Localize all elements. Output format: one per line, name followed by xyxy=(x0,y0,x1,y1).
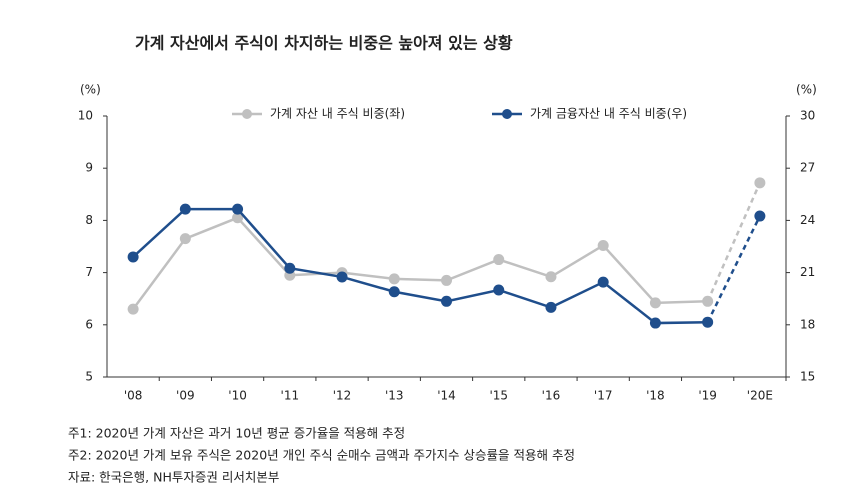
point xyxy=(127,251,139,263)
point xyxy=(388,273,400,285)
point xyxy=(493,254,505,266)
point xyxy=(493,284,505,296)
y-tick-label: 7 xyxy=(85,265,93,279)
point xyxy=(179,203,191,215)
y-tick-label: 10 xyxy=(78,109,93,123)
x-tick-label: '10 xyxy=(228,389,247,403)
y2-tick-label: 30 xyxy=(800,109,815,123)
x-tick-label: '16 xyxy=(542,389,561,403)
y-tick-label: 9 xyxy=(85,161,93,175)
x-tick-label: '08 xyxy=(124,389,143,403)
point xyxy=(597,239,609,251)
note: 주2: 2020년 가계 보유 주식은 2020년 개인 주식 순매수 금액과 … xyxy=(68,448,575,463)
y-tick-label: 8 xyxy=(85,213,93,227)
point xyxy=(545,271,557,283)
x-tick-label: '15 xyxy=(489,389,508,403)
series-line xyxy=(132,207,708,325)
series-line xyxy=(132,216,708,310)
x-tick-label: '14 xyxy=(437,389,456,403)
point xyxy=(127,303,139,315)
legend-marker xyxy=(242,109,252,119)
point xyxy=(702,316,714,328)
x-tick-label: '18 xyxy=(646,389,665,403)
x-tick-label: '17 xyxy=(594,389,613,403)
point xyxy=(649,317,661,329)
y2-tick-label: 21 xyxy=(800,265,815,279)
point xyxy=(232,212,244,224)
legend-marker xyxy=(502,109,512,119)
note: 자료: 한국은행, NH투자증권 리서치본부 xyxy=(68,470,279,485)
legend-label: 가계 금융자산 내 주식 비중(우) xyxy=(530,107,687,121)
point xyxy=(597,276,609,288)
chart-title: 가계 자산에서 주식이 차지하는 비중은 높아져 있는 상황 xyxy=(135,34,513,53)
x-tick-label: '13 xyxy=(385,389,404,403)
y-tick-label: 5 xyxy=(85,370,93,384)
x-tick-label: '12 xyxy=(333,389,352,403)
note: 주1: 2020년 가계 자산은 과거 10년 평균 증가율을 적용해 추정 xyxy=(68,426,405,441)
y2-tick-label: 15 xyxy=(800,370,815,384)
point xyxy=(754,210,766,222)
point xyxy=(388,286,400,298)
point xyxy=(441,295,452,307)
point xyxy=(336,271,348,283)
point xyxy=(702,295,714,307)
legend-label: 가계 자산 내 주식 비중(좌) xyxy=(270,107,405,121)
point xyxy=(284,262,296,274)
point xyxy=(441,274,452,286)
y-unit: (%) xyxy=(80,83,101,97)
point xyxy=(754,177,766,189)
x-tick-label: '11 xyxy=(281,389,300,403)
y2-tick-label: 24 xyxy=(800,213,815,227)
y2-tick-label: 27 xyxy=(800,161,815,175)
point xyxy=(545,301,557,313)
point xyxy=(649,297,661,309)
point xyxy=(232,203,244,215)
x-tick-label: '20E xyxy=(747,389,773,403)
series-line xyxy=(706,215,762,323)
x-tick-label: '19 xyxy=(698,389,717,403)
series-line xyxy=(706,182,762,302)
y-tick-label: 6 xyxy=(85,317,93,331)
point xyxy=(179,233,191,245)
y2-unit: (%) xyxy=(796,83,817,97)
x-tick-label: '09 xyxy=(176,389,195,403)
y2-tick-label: 18 xyxy=(800,317,815,331)
